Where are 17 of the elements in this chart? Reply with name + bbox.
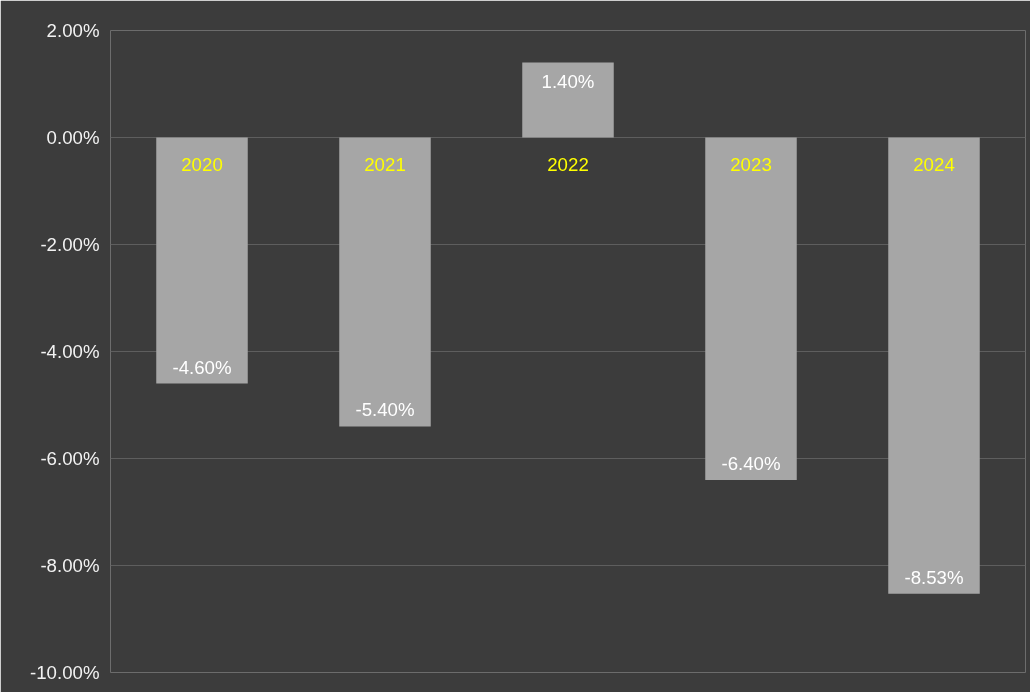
y-tick-label: -4.00%	[40, 341, 100, 362]
y-tick-label: 0.00%	[46, 127, 100, 148]
data-label: -6.40%	[721, 452, 781, 474]
x-tick-label: 2024	[913, 153, 955, 175]
x-tick-label: 2023	[730, 153, 772, 175]
x-tick-label: 2021	[364, 153, 406, 175]
y-tick-label: -8.00%	[40, 555, 100, 576]
y-tick-label: -6.00%	[40, 448, 100, 469]
x-tick-label: 2022	[547, 153, 589, 175]
data-label: -4.60%	[172, 356, 232, 378]
x-tick-label: 2020	[181, 153, 223, 175]
data-label: 1.40%	[541, 70, 595, 92]
data-label: -5.40%	[355, 399, 415, 421]
y-tick-label: -2.00%	[40, 234, 100, 255]
data-label: -8.53%	[904, 566, 964, 588]
y-tick-label: -10.00%	[30, 662, 100, 683]
y-tick-label: 2.00%	[46, 20, 100, 41]
